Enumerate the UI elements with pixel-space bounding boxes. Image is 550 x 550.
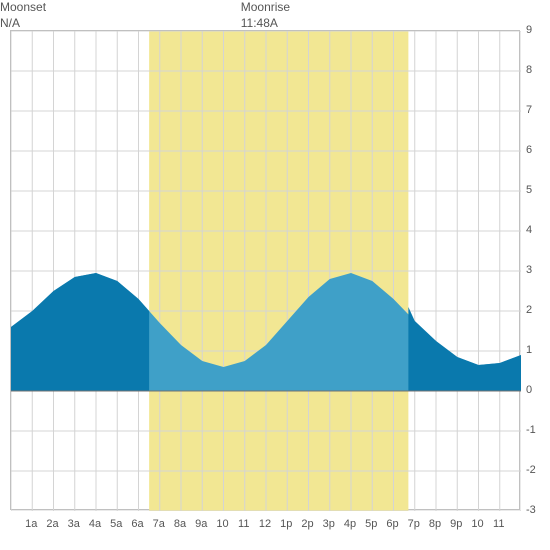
y-axis-tick-label: 3 bbox=[526, 264, 532, 276]
x-axis-tick-label: 9a bbox=[195, 518, 207, 530]
x-axis-tick-label: 5p bbox=[365, 518, 377, 530]
x-axis-tick-label: 8p bbox=[429, 518, 441, 530]
x-axis-tick-label: 5a bbox=[110, 518, 122, 530]
x-axis-tick-label: 9p bbox=[450, 518, 462, 530]
moonset-value: N/A bbox=[0, 16, 46, 32]
y-axis-tick-label: 5 bbox=[526, 184, 532, 196]
x-axis-tick-label: 3p bbox=[323, 518, 335, 530]
y-axis-tick-label: -3 bbox=[526, 504, 536, 516]
x-axis-tick-label: 12 bbox=[259, 518, 271, 530]
x-axis-tick-label: 3a bbox=[68, 518, 80, 530]
x-axis-tick-label: 11 bbox=[493, 518, 504, 530]
y-axis-tick-label: 4 bbox=[526, 224, 532, 236]
x-axis-tick-label: 7a bbox=[153, 518, 165, 530]
x-axis-tick-label: 1a bbox=[25, 518, 37, 530]
y-axis-tick-label: 8 bbox=[526, 64, 532, 76]
x-axis-tick-label: 1p bbox=[280, 518, 292, 530]
plot-area bbox=[10, 30, 520, 510]
x-axis-tick-label: 11 bbox=[238, 518, 249, 530]
y-axis-tick-label: 6 bbox=[526, 144, 532, 156]
y-axis-tick-label: 1 bbox=[526, 344, 532, 356]
x-axis-tick-label: 6p bbox=[386, 518, 398, 530]
tide-dark bbox=[408, 307, 521, 391]
moonrise-value: 11:48A bbox=[241, 16, 290, 32]
x-axis-tick-label: 8a bbox=[174, 518, 186, 530]
moonset-label: Moonset N/A bbox=[0, 0, 46, 31]
y-axis-tick-label: 9 bbox=[526, 24, 532, 36]
y-axis-tick-label: 7 bbox=[526, 104, 532, 116]
x-axis-tick-label: 10 bbox=[471, 518, 483, 530]
x-axis-tick-label: 7p bbox=[408, 518, 420, 530]
tide-dark bbox=[11, 273, 149, 391]
y-axis-tick-label: -1 bbox=[526, 424, 536, 436]
moonrise-title: Moonrise bbox=[241, 0, 290, 16]
plot-svg bbox=[11, 31, 521, 511]
x-axis-tick-label: 6a bbox=[131, 518, 143, 530]
moonset-title: Moonset bbox=[0, 0, 46, 16]
x-axis-tick-label: 4a bbox=[89, 518, 101, 530]
x-axis-tick-label: 10 bbox=[216, 518, 228, 530]
y-axis-tick-label: -2 bbox=[526, 464, 536, 476]
moonrise-label: Moonrise 11:48A bbox=[241, 0, 290, 31]
x-axis-tick-label: 2p bbox=[301, 518, 313, 530]
y-axis-tick-label: 2 bbox=[526, 304, 532, 316]
tide-chart: Moonset N/A Moonrise 11:48A 1a 2a 3a 4a 5a 6a… bbox=[0, 0, 550, 550]
x-axis-tick-label: 2a bbox=[46, 518, 58, 530]
x-axis-tick-label: 4p bbox=[344, 518, 356, 530]
y-axis-tick-label: 0 bbox=[526, 384, 532, 396]
